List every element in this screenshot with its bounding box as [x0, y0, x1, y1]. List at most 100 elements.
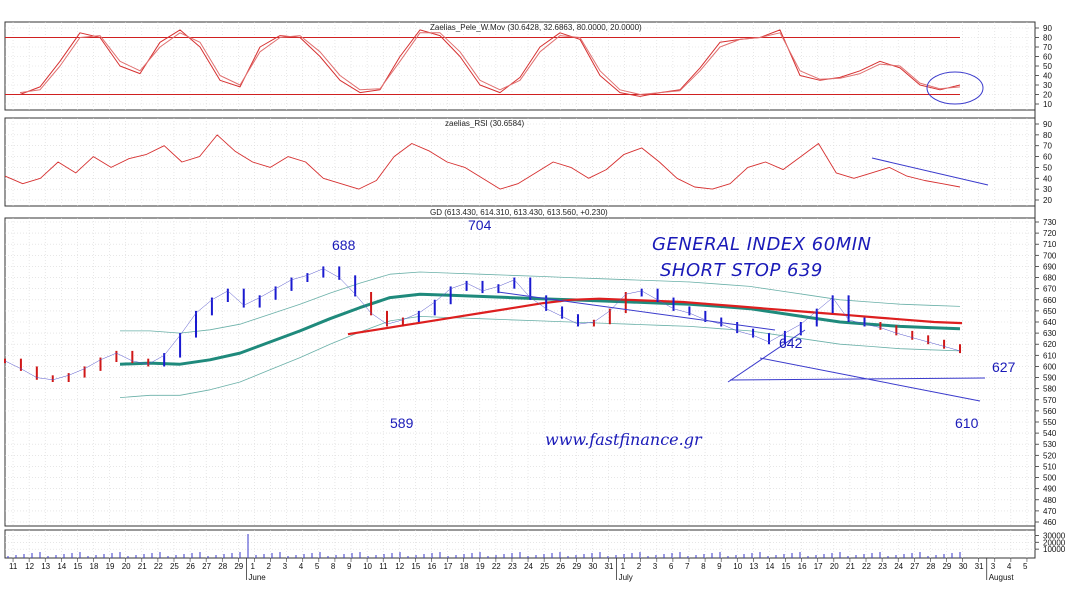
- y-tick-label: 480: [1043, 496, 1057, 505]
- x-tick-label: 15: [411, 562, 420, 571]
- y-tick-label: 670: [1043, 285, 1057, 294]
- label-704: 704: [468, 217, 492, 233]
- x-tick-label: 9: [717, 562, 722, 571]
- y-tick-label: 730: [1043, 218, 1057, 227]
- y-tick-label: 710: [1043, 240, 1057, 249]
- y-tick-label: 580: [1043, 385, 1057, 394]
- x-tick-label: 24: [894, 562, 903, 571]
- y-tick-label: 550: [1043, 418, 1057, 427]
- bollinger-upper: [120, 271, 961, 334]
- x-tick-label: 25: [170, 562, 179, 571]
- y-tick-label: 20000: [1043, 538, 1066, 547]
- x-tick-label: 29: [234, 562, 243, 571]
- x-tick-label: 22: [862, 562, 871, 571]
- x-tick-label: 2: [637, 562, 642, 571]
- rsi-line: [4, 134, 961, 190]
- y-tick-label: 10000: [1043, 545, 1066, 554]
- y-tick-label: 80: [1043, 131, 1052, 140]
- y-tick-label: 720: [1043, 229, 1057, 238]
- x-tick-label: 19: [106, 562, 115, 571]
- x-tick-label: 8: [701, 562, 706, 571]
- y-tick-label: 40: [1043, 174, 1052, 183]
- x-tick-label: 5: [1023, 562, 1028, 571]
- y-tick-label: 530: [1043, 440, 1057, 449]
- y-tick-label: 50: [1043, 163, 1052, 172]
- x-tick-label: 12: [395, 562, 404, 571]
- y-tick-label: 90: [1043, 24, 1052, 33]
- x-tick-label: 12: [25, 562, 34, 571]
- watermark-url: www.fastfinance.gr: [545, 430, 703, 449]
- moving-average-green: [119, 292, 961, 366]
- y-tick-label: 520: [1043, 451, 1057, 460]
- y-tick-label: 560: [1043, 407, 1057, 416]
- panel-frames: [4, 21, 1036, 559]
- channel-upper-line: [729, 377, 986, 381]
- x-tick-label: 16: [798, 562, 807, 571]
- x-tick-label: 18: [460, 562, 469, 571]
- y-tick-label: 60: [1043, 53, 1052, 62]
- x-tick-label: 19: [476, 562, 485, 571]
- trend-lines: [497, 71, 989, 402]
- x-tick-label: 14: [57, 562, 66, 571]
- x-tick-label: 31: [975, 562, 984, 571]
- y-tick-label: 60: [1043, 153, 1052, 162]
- x-tick-label: 28: [926, 562, 935, 571]
- x-month-label: June: [248, 573, 266, 582]
- y-tick-label: 630: [1043, 329, 1057, 338]
- x-month-label: August: [989, 573, 1015, 582]
- y-tick-label: 570: [1043, 396, 1057, 405]
- series-layer: [4, 29, 963, 558]
- x-axis: 11 12 13 14 15 18 19 20 21 22 25 26 27 28 29 1 2 3 4 5 8 9 10 1…: [9, 558, 1028, 582]
- x-tick-label: 30: [959, 562, 968, 571]
- x-tick-label: 15: [782, 562, 791, 571]
- price-upper-trendline: [497, 291, 776, 331]
- headline-general-index: GENERAL INDEX 60MIN: [652, 234, 872, 255]
- price-line: [4, 268, 961, 381]
- y-tick-label: 80: [1043, 34, 1052, 43]
- y-tick-label: 70: [1043, 43, 1052, 52]
- x-tick-label: 14: [765, 562, 774, 571]
- stochastic-circle: [926, 71, 984, 105]
- x-tick-label: 4: [299, 562, 304, 571]
- headline-short-stop: SHORT STOP 639: [660, 260, 823, 281]
- x-tick-label: 29: [572, 562, 581, 571]
- y-tick-label: 650: [1043, 307, 1057, 316]
- y-tick-label: 590: [1043, 374, 1057, 383]
- channel-rise-line: [727, 329, 806, 383]
- y-tick-labels: 1020304050607080902030405060708090460470…: [1035, 24, 1066, 554]
- x-tick-label: 13: [749, 562, 758, 571]
- label-627: 627: [992, 359, 1016, 375]
- y-tick-label: 660: [1043, 296, 1057, 305]
- x-tick-label: 1: [250, 562, 255, 571]
- x-tick-label: 15: [73, 562, 82, 571]
- x-tick-label: 21: [138, 562, 147, 571]
- x-tick-label: 8: [331, 562, 336, 571]
- x-tick-label: 28: [218, 562, 227, 571]
- y-tick-label: 20: [1043, 91, 1052, 100]
- y-tick-label: 510: [1043, 462, 1057, 471]
- x-tick-label: 2: [267, 562, 272, 571]
- x-tick-label: 29: [942, 562, 951, 571]
- x-tick-label: 24: [524, 562, 533, 571]
- x-tick-label: 27: [202, 562, 211, 571]
- channel-lower-line: [759, 357, 981, 402]
- label-642: 642: [779, 335, 803, 351]
- x-tick-label: 22: [492, 562, 501, 571]
- stochastic-d-line: [19, 32, 961, 95]
- x-tick-label: 26: [556, 562, 565, 571]
- y-tick-label: 40: [1043, 72, 1052, 81]
- x-tick-label: 20: [830, 562, 839, 571]
- y-tick-label: 680: [1043, 274, 1057, 283]
- y-tick-label: 50: [1043, 62, 1052, 71]
- y-tick-label: 640: [1043, 318, 1057, 327]
- x-tick-label: 30: [588, 562, 597, 571]
- y-tick-label: 30000: [1043, 531, 1066, 540]
- x-tick-label: 7: [685, 562, 690, 571]
- x-tick-label: 4: [1007, 562, 1012, 571]
- y-tick-label: 70: [1043, 142, 1052, 151]
- x-tick-label: 18: [90, 562, 99, 571]
- bollinger-lower: [119, 315, 961, 398]
- x-tick-label: 23: [878, 562, 887, 571]
- y-tick-label: 600: [1043, 362, 1057, 371]
